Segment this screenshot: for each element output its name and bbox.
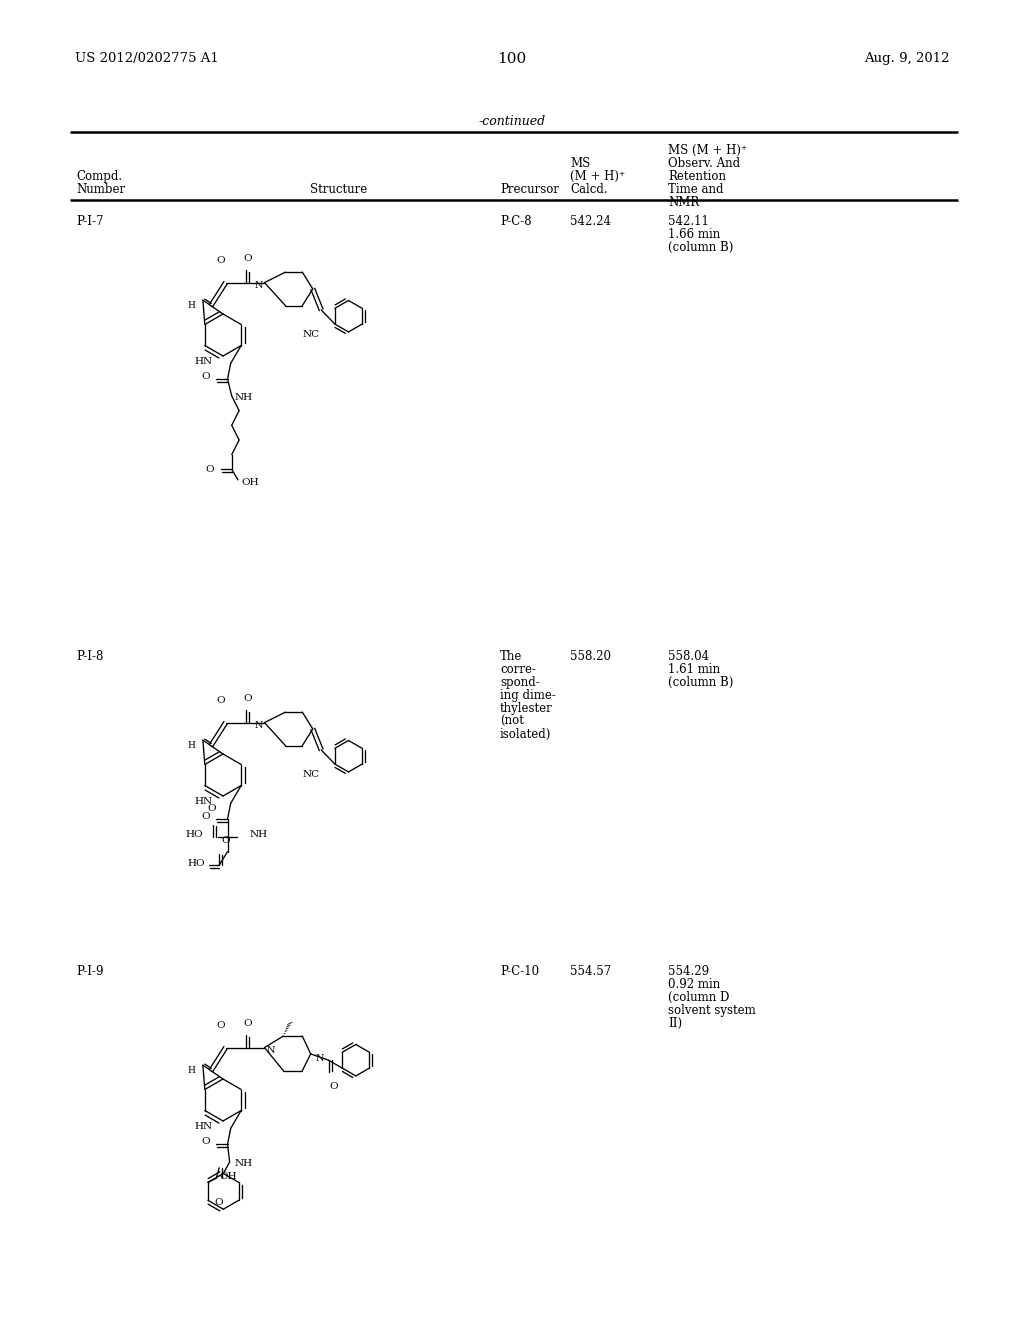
Text: N: N bbox=[315, 1055, 325, 1064]
Text: thylester: thylester bbox=[500, 702, 553, 715]
Text: HN: HN bbox=[195, 797, 213, 805]
Text: 0.92 min: 0.92 min bbox=[668, 978, 720, 991]
Text: O: O bbox=[206, 465, 214, 474]
Text: O: O bbox=[201, 372, 210, 380]
Text: US 2012/0202775 A1: US 2012/0202775 A1 bbox=[75, 51, 219, 65]
Text: O: O bbox=[221, 837, 229, 845]
Text: HN: HN bbox=[195, 1122, 213, 1131]
Text: O: O bbox=[216, 1020, 225, 1030]
Text: -continued: -continued bbox=[478, 115, 546, 128]
Text: HO: HO bbox=[186, 830, 204, 840]
Text: 558.20: 558.20 bbox=[570, 649, 611, 663]
Text: Retention: Retention bbox=[668, 170, 726, 183]
Text: spond-: spond- bbox=[500, 676, 540, 689]
Text: 1.61 min: 1.61 min bbox=[668, 663, 720, 676]
Text: 542.11: 542.11 bbox=[668, 215, 709, 228]
Text: (M + H)⁺: (M + H)⁺ bbox=[570, 170, 625, 183]
Text: O: O bbox=[214, 1199, 222, 1208]
Text: P-I-8: P-I-8 bbox=[76, 649, 103, 663]
Text: NC: NC bbox=[303, 330, 319, 339]
Text: OH: OH bbox=[241, 478, 259, 487]
Text: O: O bbox=[201, 1137, 210, 1146]
Text: NH: NH bbox=[234, 393, 253, 403]
Text: corre-: corre- bbox=[500, 663, 536, 676]
Text: H: H bbox=[187, 742, 196, 750]
Text: P-C-8: P-C-8 bbox=[500, 215, 531, 228]
Text: NH: NH bbox=[234, 1159, 253, 1168]
Text: ing dime-: ing dime- bbox=[500, 689, 556, 702]
Text: HO: HO bbox=[188, 859, 206, 867]
Text: Observ. And: Observ. And bbox=[668, 157, 740, 170]
Text: 1.66 min: 1.66 min bbox=[668, 228, 720, 242]
Text: The: The bbox=[500, 649, 522, 663]
Text: Compd.: Compd. bbox=[76, 170, 122, 183]
Text: HN: HN bbox=[195, 356, 213, 366]
Text: Precursor: Precursor bbox=[500, 183, 559, 195]
Text: 558.04: 558.04 bbox=[668, 649, 710, 663]
Text: II): II) bbox=[668, 1016, 682, 1030]
Text: Aug. 9, 2012: Aug. 9, 2012 bbox=[864, 51, 950, 65]
Text: 554.29: 554.29 bbox=[668, 965, 710, 978]
Text: N: N bbox=[266, 1045, 275, 1055]
Text: O: O bbox=[216, 256, 225, 264]
Text: O: O bbox=[208, 804, 216, 813]
Text: Structure: Structure bbox=[310, 183, 368, 195]
Text: Number: Number bbox=[76, 183, 125, 195]
Text: MS (M + H)⁺: MS (M + H)⁺ bbox=[668, 144, 748, 157]
Text: (not: (not bbox=[500, 715, 524, 729]
Text: O: O bbox=[201, 812, 210, 821]
Text: MS: MS bbox=[570, 157, 590, 170]
Text: (column B): (column B) bbox=[668, 242, 733, 253]
Text: (column B): (column B) bbox=[668, 676, 733, 689]
Text: (column D: (column D bbox=[668, 991, 729, 1005]
Text: O: O bbox=[244, 253, 252, 263]
Text: solvent system: solvent system bbox=[668, 1005, 756, 1016]
Text: N: N bbox=[254, 721, 263, 730]
Text: O: O bbox=[216, 696, 225, 705]
Text: OH: OH bbox=[219, 1172, 237, 1180]
Text: N: N bbox=[254, 281, 263, 290]
Text: O: O bbox=[244, 693, 252, 702]
Text: Calcd.: Calcd. bbox=[570, 183, 607, 195]
Text: NH: NH bbox=[250, 830, 267, 840]
Text: H: H bbox=[187, 301, 196, 310]
Text: O: O bbox=[330, 1082, 338, 1092]
Text: isolated): isolated) bbox=[500, 729, 551, 741]
Text: 542.24: 542.24 bbox=[570, 215, 611, 228]
Text: O: O bbox=[244, 1019, 252, 1027]
Text: Time and: Time and bbox=[668, 183, 724, 195]
Text: 554.57: 554.57 bbox=[570, 965, 611, 978]
Text: P-I-7: P-I-7 bbox=[76, 215, 103, 228]
Text: NMR: NMR bbox=[668, 195, 699, 209]
Text: 100: 100 bbox=[498, 51, 526, 66]
Text: H: H bbox=[187, 1067, 196, 1076]
Text: P-C-10: P-C-10 bbox=[500, 965, 539, 978]
Text: P-I-9: P-I-9 bbox=[76, 965, 103, 978]
Text: NC: NC bbox=[303, 770, 319, 779]
